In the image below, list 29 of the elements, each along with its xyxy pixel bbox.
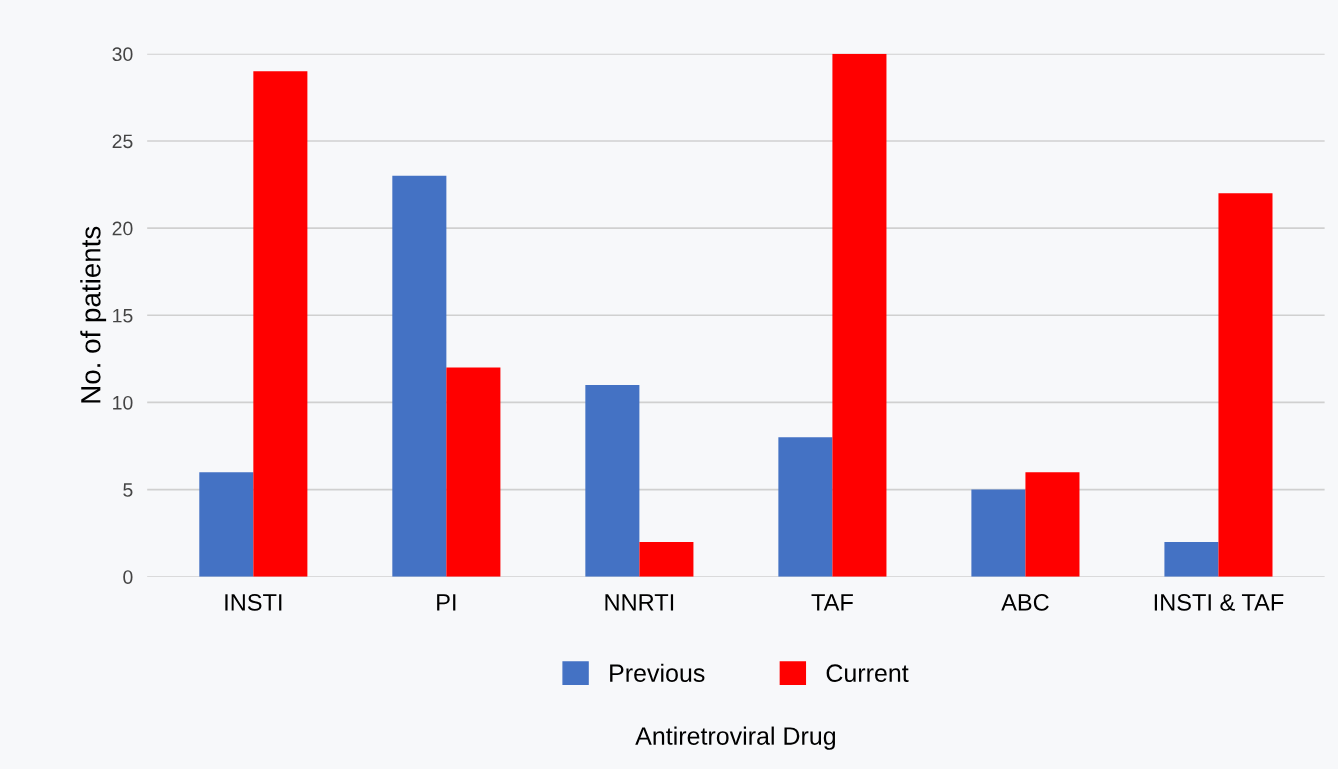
bar (585, 385, 640, 577)
y-tick-label: 15 (113, 308, 133, 323)
x-tick-label: INSTI & TAF (1154, 594, 1284, 611)
bar (832, 53, 887, 577)
legend-label: Current (826, 664, 909, 682)
y-axis-title: No. of patients (80, 226, 107, 403)
bar (639, 541, 694, 577)
bar (446, 367, 501, 577)
y-tick-label: 5 (123, 483, 133, 497)
y-tick-label: 20 (112, 221, 133, 236)
x-tick-label: NNRTI (605, 594, 674, 611)
y-tick-label: 0 (123, 570, 133, 584)
bar (392, 175, 447, 577)
x-tick-label: PI (437, 594, 456, 611)
bar (199, 472, 254, 577)
bar (253, 71, 308, 577)
bar (971, 489, 1026, 577)
legend-label: Previous (610, 663, 705, 682)
y-tick-label: 25 (112, 134, 133, 149)
y-tick-label: 30 (112, 47, 133, 62)
bar (1164, 541, 1219, 577)
x-tick-label: ABC (1001, 594, 1049, 611)
bar (1218, 193, 1273, 577)
x-axis-title: Antiretroviral Drug (635, 726, 836, 750)
x-tick-label: INSTI (225, 594, 282, 611)
bar (1025, 472, 1080, 577)
y-tick-label: 10 (113, 395, 133, 410)
x-tick-label: TAF (811, 594, 853, 611)
bar (778, 437, 833, 577)
